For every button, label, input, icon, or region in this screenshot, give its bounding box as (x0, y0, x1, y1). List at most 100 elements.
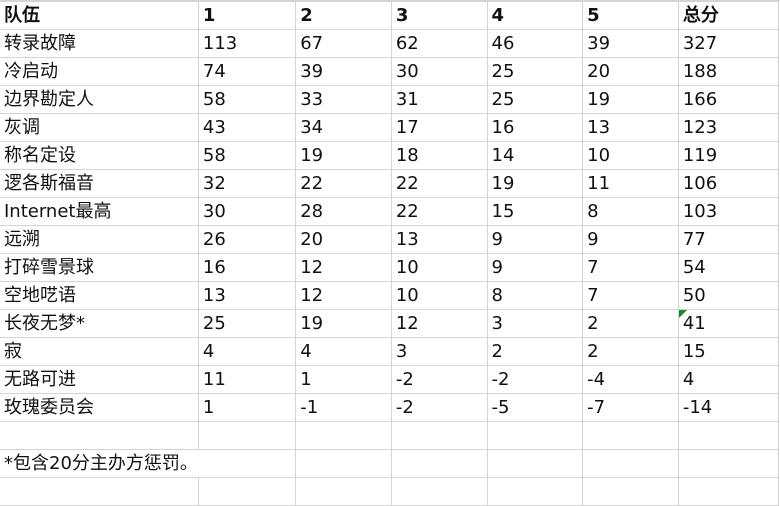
cell-team[interactable]: 冷启动 (0, 57, 199, 86)
empty-cell[interactable] (390, 477, 488, 506)
cell-round-1[interactable]: 26 (197, 225, 297, 254)
cell-round-3[interactable]: 31 (390, 85, 488, 114)
cell-team[interactable]: 空地呓语 (0, 281, 199, 310)
cell-round-4[interactable]: 25 (486, 85, 584, 114)
cell-round-2[interactable]: 33 (295, 85, 392, 114)
cell-round-2[interactable]: 28 (295, 197, 392, 226)
cell-total[interactable]: 54 (677, 253, 780, 282)
cell-total[interactable]: 123 (677, 113, 780, 142)
cell-round-2[interactable]: 4 (295, 337, 392, 366)
cell-round-1[interactable]: 1 (197, 393, 297, 422)
header-cell-total[interactable]: 总分 (677, 1, 780, 30)
header-cell-round-3[interactable]: 3 (390, 1, 488, 30)
header-cell-team[interactable]: 队伍 (0, 1, 199, 30)
empty-cell[interactable] (197, 421, 297, 450)
cell-round-5[interactable]: 7 (582, 253, 679, 282)
cell-team[interactable]: 无路可进 (0, 365, 199, 394)
cell-round-1[interactable]: 43 (197, 113, 297, 142)
cell-team[interactable]: 打碎雪景球 (0, 253, 199, 282)
cell-round-5[interactable]: 10 (582, 141, 679, 170)
cell-round-1[interactable]: 30 (197, 197, 297, 226)
empty-cell[interactable] (486, 421, 584, 450)
cell-round-2[interactable]: 12 (295, 253, 392, 282)
cell-total[interactable]: 15 (677, 337, 780, 366)
cell-team[interactable]: 玫瑰委员会 (0, 393, 199, 422)
cell-round-2[interactable]: 19 (295, 309, 392, 338)
cell-round-1[interactable]: 16 (197, 253, 297, 282)
empty-cell[interactable] (582, 421, 679, 450)
cell-round-5[interactable]: 7 (582, 281, 679, 310)
cell-round-3[interactable]: 12 (390, 309, 488, 338)
cell-team[interactable]: 边界勘定人 (0, 85, 199, 114)
cell-round-1[interactable]: 58 (197, 85, 297, 114)
cell-total[interactable]: 327 (677, 29, 780, 58)
cell-round-3[interactable]: 13 (390, 225, 488, 254)
cell-team[interactable]: Internet最高 (0, 197, 199, 226)
cell-round-3[interactable]: 3 (390, 337, 488, 366)
cell-round-4[interactable]: 46 (486, 29, 584, 58)
empty-cell[interactable] (677, 477, 780, 506)
cell-round-3[interactable]: 22 (390, 197, 488, 226)
empty-cell[interactable] (582, 477, 679, 506)
cell-round-4[interactable]: 14 (486, 141, 584, 170)
empty-cell[interactable] (197, 477, 297, 506)
cell-round-1[interactable]: 25 (197, 309, 297, 338)
cell-round-5[interactable]: 9 (582, 225, 679, 254)
cell-team[interactable]: 转录故障 (0, 29, 199, 58)
cell-round-3[interactable]: -2 (390, 365, 488, 394)
cell-round-2[interactable]: 1 (295, 365, 392, 394)
empty-cell[interactable] (295, 421, 392, 450)
cell-round-4[interactable]: -5 (486, 393, 584, 422)
cell-round-2[interactable]: 34 (295, 113, 392, 142)
cell-round-2[interactable]: 20 (295, 225, 392, 254)
cell-round-4[interactable]: 19 (486, 169, 584, 198)
empty-cell[interactable] (390, 449, 488, 478)
cell-round-3[interactable]: 10 (390, 253, 488, 282)
cell-total[interactable]: -14 (677, 393, 780, 422)
cell-round-4[interactable]: 2 (486, 337, 584, 366)
cell-round-2[interactable]: 12 (295, 281, 392, 310)
empty-cell[interactable] (390, 421, 488, 450)
cell-round-2[interactable]: 19 (295, 141, 392, 170)
cell-round-3[interactable]: 17 (390, 113, 488, 142)
cell-round-4[interactable]: -2 (486, 365, 584, 394)
cell-round-5[interactable]: 20 (582, 57, 679, 86)
cell-round-3[interactable]: 18 (390, 141, 488, 170)
cell-total[interactable]: 50 (677, 281, 780, 310)
empty-cell[interactable] (0, 477, 199, 506)
cell-round-4[interactable]: 15 (486, 197, 584, 226)
cell-total[interactable]: 41 (677, 309, 780, 338)
cell-round-4[interactable]: 3 (486, 309, 584, 338)
cell-round-1[interactable]: 32 (197, 169, 297, 198)
cell-total[interactable]: 188 (677, 57, 780, 86)
cell-round-5[interactable]: 8 (582, 197, 679, 226)
header-cell-round-1[interactable]: 1 (197, 1, 297, 30)
cell-total[interactable]: 103 (677, 197, 780, 226)
empty-cell[interactable] (677, 449, 780, 478)
cell-round-5[interactable]: 11 (582, 169, 679, 198)
footnote-cell[interactable]: *包含20分主办方惩罚。 (0, 449, 199, 478)
cell-round-2[interactable]: -1 (295, 393, 392, 422)
cell-round-2[interactable]: 39 (295, 57, 392, 86)
cell-total[interactable]: 4 (677, 365, 780, 394)
cell-round-5[interactable]: 13 (582, 113, 679, 142)
cell-round-4[interactable]: 9 (486, 225, 584, 254)
empty-cell[interactable] (582, 449, 679, 478)
empty-cell[interactable] (0, 421, 199, 450)
empty-cell[interactable] (486, 449, 584, 478)
cell-team[interactable]: 称名定设 (0, 141, 199, 170)
cell-round-4[interactable]: 16 (486, 113, 584, 142)
empty-cell[interactable] (677, 421, 780, 450)
cell-round-1[interactable]: 113 (197, 29, 297, 58)
cell-round-4[interactable]: 9 (486, 253, 584, 282)
cell-team[interactable]: 长夜无梦* (0, 309, 199, 338)
cell-round-4[interactable]: 8 (486, 281, 584, 310)
cell-round-5[interactable]: 39 (582, 29, 679, 58)
cell-team[interactable]: 远溯 (0, 225, 199, 254)
empty-cell[interactable] (295, 477, 392, 506)
header-cell-round-4[interactable]: 4 (486, 1, 584, 30)
cell-total[interactable]: 106 (677, 169, 780, 198)
cell-round-1[interactable]: 74 (197, 57, 297, 86)
cell-round-3[interactable]: 62 (390, 29, 488, 58)
header-cell-round-5[interactable]: 5 (582, 1, 679, 30)
